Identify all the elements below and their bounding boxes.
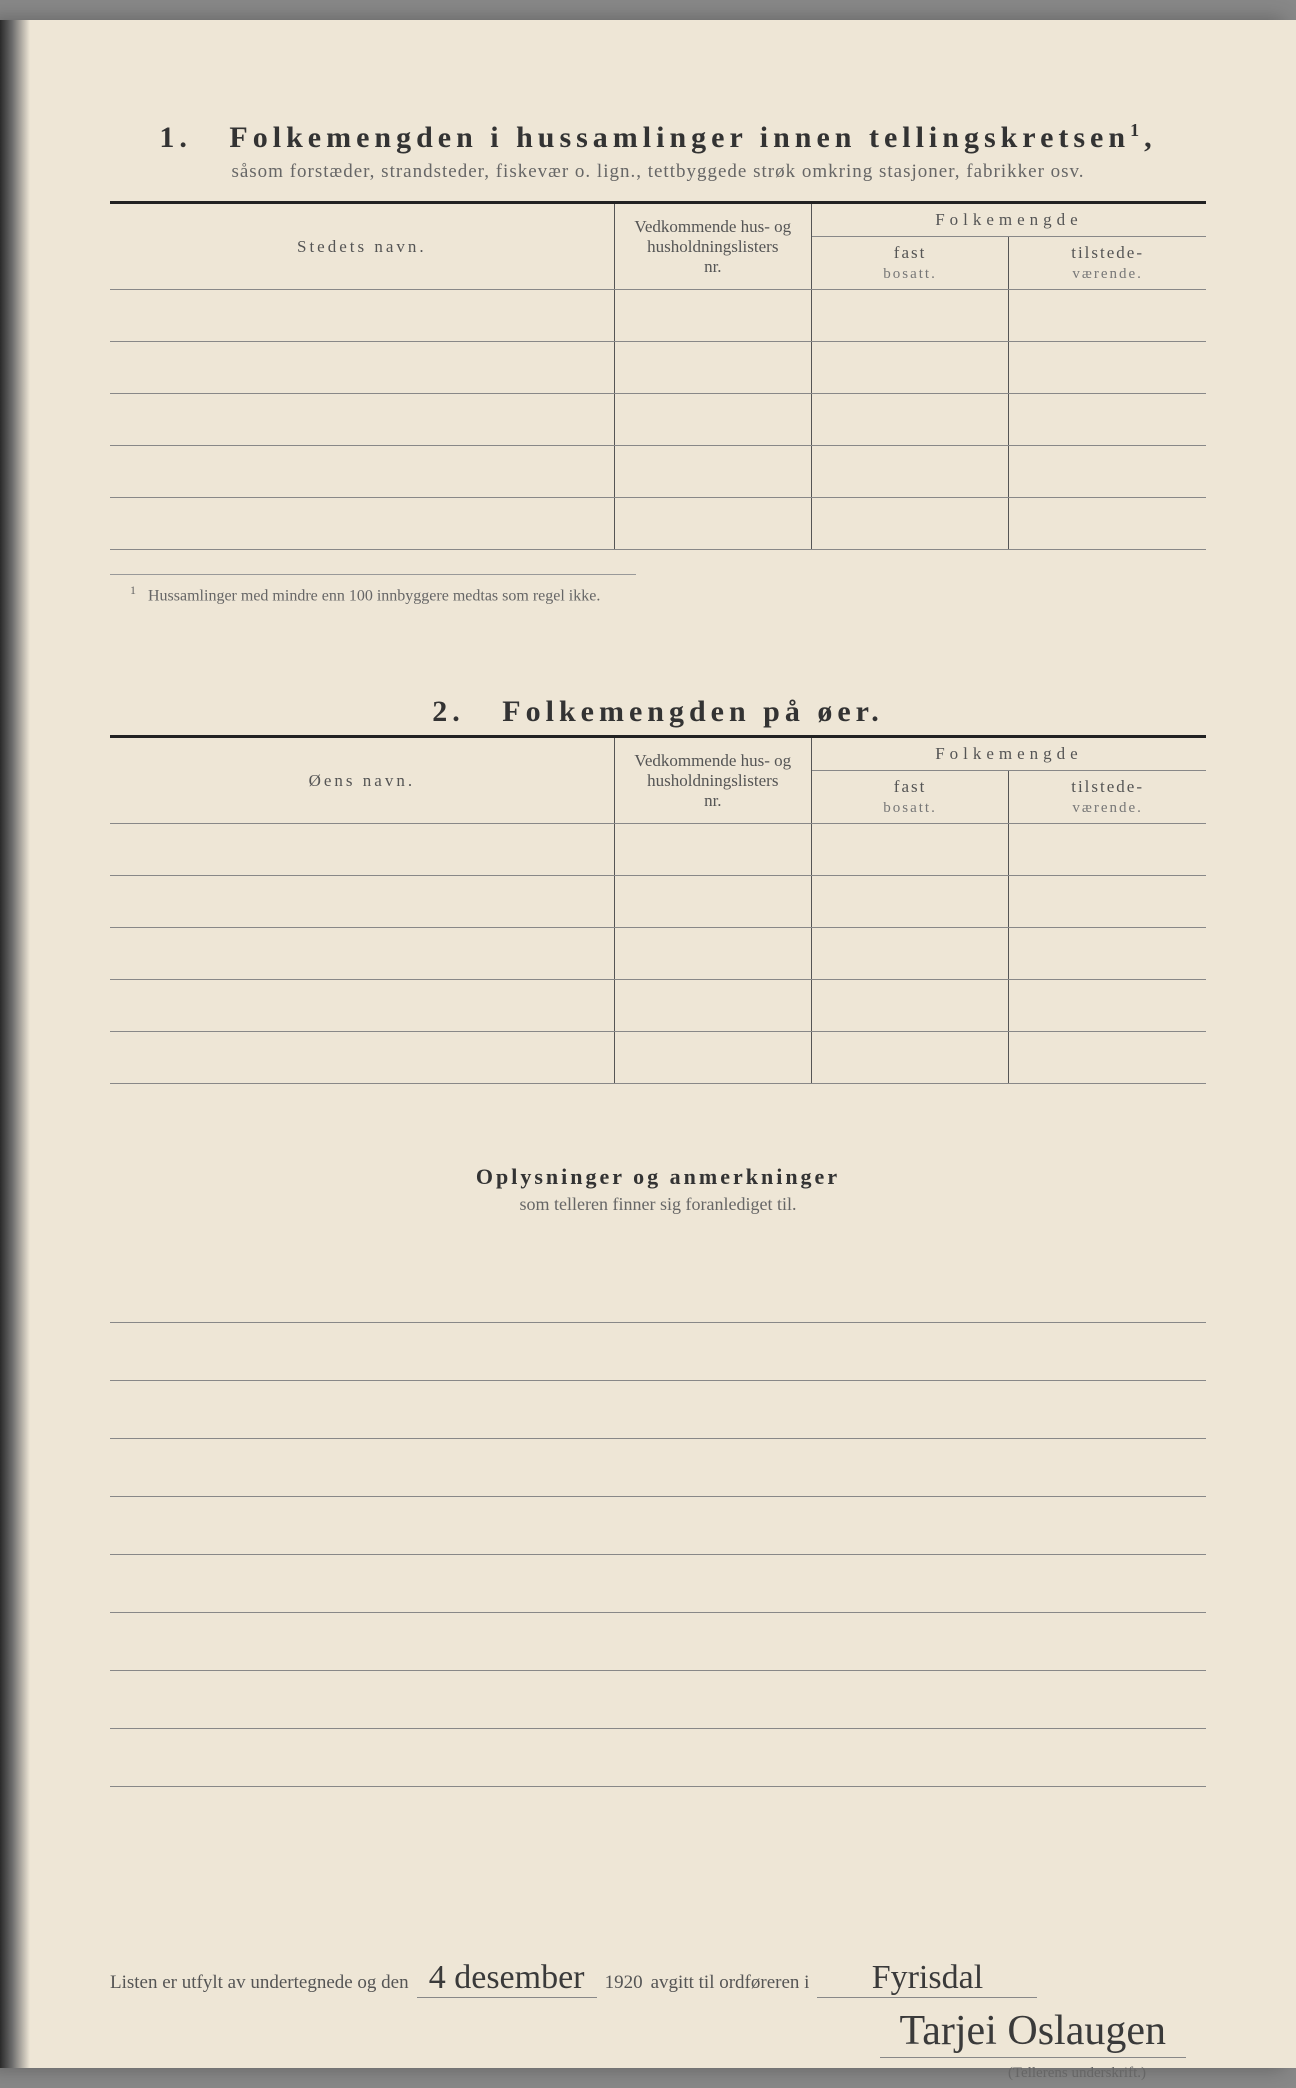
col-header-ref: Vedkommende hus- og husholdningslisters …	[614, 203, 811, 290]
col-header-name2: Øens navn.	[110, 737, 614, 824]
ruled-line	[110, 1497, 1206, 1555]
footnote-marker: 1	[130, 583, 136, 597]
table-row	[110, 394, 1206, 446]
ruled-line	[110, 1613, 1206, 1671]
col-header-pop: Folkemengde	[811, 203, 1206, 237]
section1-number: 1.	[159, 121, 192, 154]
document-page: 1. Folkemengden i hussamlinger innen tel…	[0, 20, 1296, 2068]
sig-after-year: avgitt til ordføreren i	[651, 1972, 810, 1994]
section2-number: 2.	[432, 695, 465, 728]
table-row	[110, 824, 1206, 876]
section2: 2. Folkemengden på øer. Øens navn. Vedko…	[110, 695, 1206, 1084]
section2-title-text: Folkemengden på øer.	[502, 695, 883, 728]
col-header-pop2: Folkemengde	[811, 737, 1206, 771]
ruled-line	[110, 1671, 1206, 1729]
sig-place: Fyrisdal	[817, 1961, 1037, 1998]
table-row	[110, 876, 1206, 928]
signer-name: Tarjei Oslaugen	[880, 2007, 1186, 2058]
section1-title-text: Folkemengden i hussamlinger innen tellin…	[229, 121, 1130, 154]
ruled-line	[110, 1555, 1206, 1613]
signature-line: Listen er utfylt av undertegnede og den …	[110, 1961, 1206, 1998]
table-row	[110, 498, 1206, 550]
table-row	[110, 446, 1206, 498]
table-row	[110, 1032, 1206, 1084]
sig-year: 1920	[605, 1972, 643, 1994]
col-header-fast2: fast bosatt.	[811, 771, 1008, 824]
footnote-text: Hussamlinger med mindre enn 100 innbygge…	[148, 587, 600, 604]
section2-body	[110, 824, 1206, 1084]
section2-table: Øens navn. Vedkommende hus- og husholdni…	[110, 735, 1206, 1084]
section3: Oplysninger og anmerkninger som telleren…	[110, 1164, 1206, 1787]
ruled-line	[110, 1439, 1206, 1497]
section2-title: 2. Folkemengden på øer.	[110, 695, 1206, 729]
table-row	[110, 342, 1206, 394]
section1-footnote: 1 Hussamlinger med mindre enn 100 innbyg…	[110, 574, 636, 605]
notes-title: Oplysninger og anmerkninger	[110, 1164, 1206, 1190]
sig-date: 4 desember	[417, 1961, 597, 1998]
sig-before-date: Listen er utfylt av undertegnede og den	[110, 1972, 409, 1994]
section1-subtitle: såsom forstæder, strandsteder, fiskevær …	[110, 161, 1206, 183]
col-header-tilstede: tilstede- værende.	[1009, 237, 1206, 290]
table-row	[110, 290, 1206, 342]
notes-subtitle: som telleren finner sig foranlediget til…	[110, 1194, 1206, 1215]
table-row	[110, 928, 1206, 980]
ruled-line	[110, 1381, 1206, 1439]
signature-caption: (Tellerens underskrift.)	[1008, 2065, 1146, 2082]
section1-table: Stedets navn. Vedkommende hus- og hushol…	[110, 201, 1206, 550]
section1-title-sup: 1	[1130, 120, 1144, 140]
table-row	[110, 980, 1206, 1032]
col-header-fast: fast bosatt.	[811, 237, 1008, 290]
ruled-line	[110, 1729, 1206, 1787]
col-header-name: Stedets navn.	[110, 203, 614, 290]
section1-body	[110, 290, 1206, 550]
ruled-line	[110, 1323, 1206, 1381]
col-header-ref2: Vedkommende hus- og husholdningslisters …	[614, 737, 811, 824]
ruled-line	[110, 1265, 1206, 1323]
signature-area: Listen er utfylt av undertegnede og den …	[110, 1961, 1206, 1998]
section1-title: 1. Folkemengden i hussamlinger innen tel…	[110, 120, 1206, 155]
col-header-tilstede2: tilstede- værende.	[1009, 771, 1206, 824]
